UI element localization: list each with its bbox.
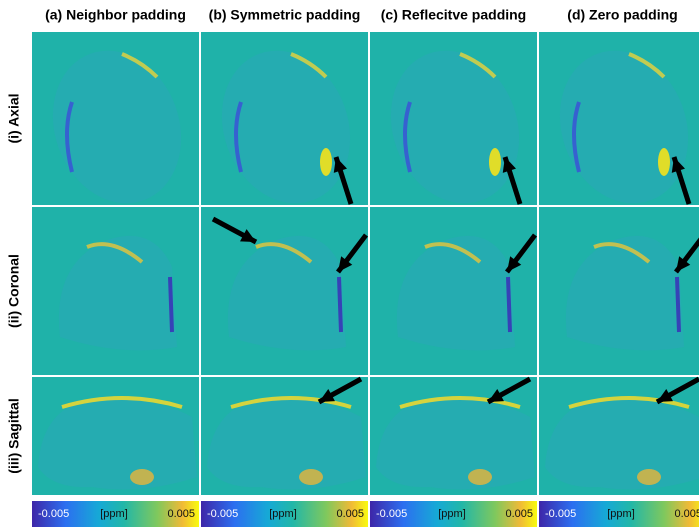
- column-title: (c) Reflecitve padding: [381, 7, 526, 23]
- colorbar-unit: [ppm]: [100, 508, 128, 520]
- streak: [299, 469, 323, 485]
- column-title: (b) Symmetric padding: [209, 7, 361, 23]
- streak: [170, 277, 172, 332]
- colorbar-unit: [ppm]: [607, 508, 635, 520]
- brain-slice: [38, 398, 197, 489]
- page: (a) Neighbor padding (b) Symmetric paddin…: [0, 0, 699, 529]
- colorbar-min: -0.005: [38, 508, 69, 520]
- colorbar-max: 0.005: [505, 508, 533, 520]
- colorbar-unit: [ppm]: [438, 508, 466, 520]
- streak: [320, 148, 332, 176]
- column-title: (a) Neighbor padding: [45, 7, 186, 23]
- row-label: (i) Axial: [6, 93, 22, 143]
- colorbar-min: -0.005: [207, 508, 238, 520]
- streak: [339, 277, 341, 332]
- brain-slice: [376, 398, 535, 489]
- figure: (a) Neighbor padding (b) Symmetric paddin…: [0, 0, 699, 529]
- streak: [130, 469, 154, 485]
- colorbar-min: -0.005: [545, 508, 576, 520]
- streak: [677, 277, 679, 332]
- colorbar-unit: [ppm]: [269, 508, 297, 520]
- colorbar-max: 0.005: [336, 508, 364, 520]
- streak: [637, 469, 661, 485]
- streak: [508, 277, 510, 332]
- colorbar-max: 0.005: [167, 508, 195, 520]
- streak: [489, 148, 501, 176]
- row-label: (iii) Sagittal: [6, 398, 22, 473]
- brain-slice: [207, 398, 366, 489]
- column-title: (d) Zero padding: [567, 7, 677, 23]
- colorbar-min: -0.005: [376, 508, 407, 520]
- streak: [658, 148, 670, 176]
- streak: [468, 469, 492, 485]
- row-label: (ii) Coronal: [6, 254, 22, 328]
- colorbar-max: 0.005: [674, 508, 699, 520]
